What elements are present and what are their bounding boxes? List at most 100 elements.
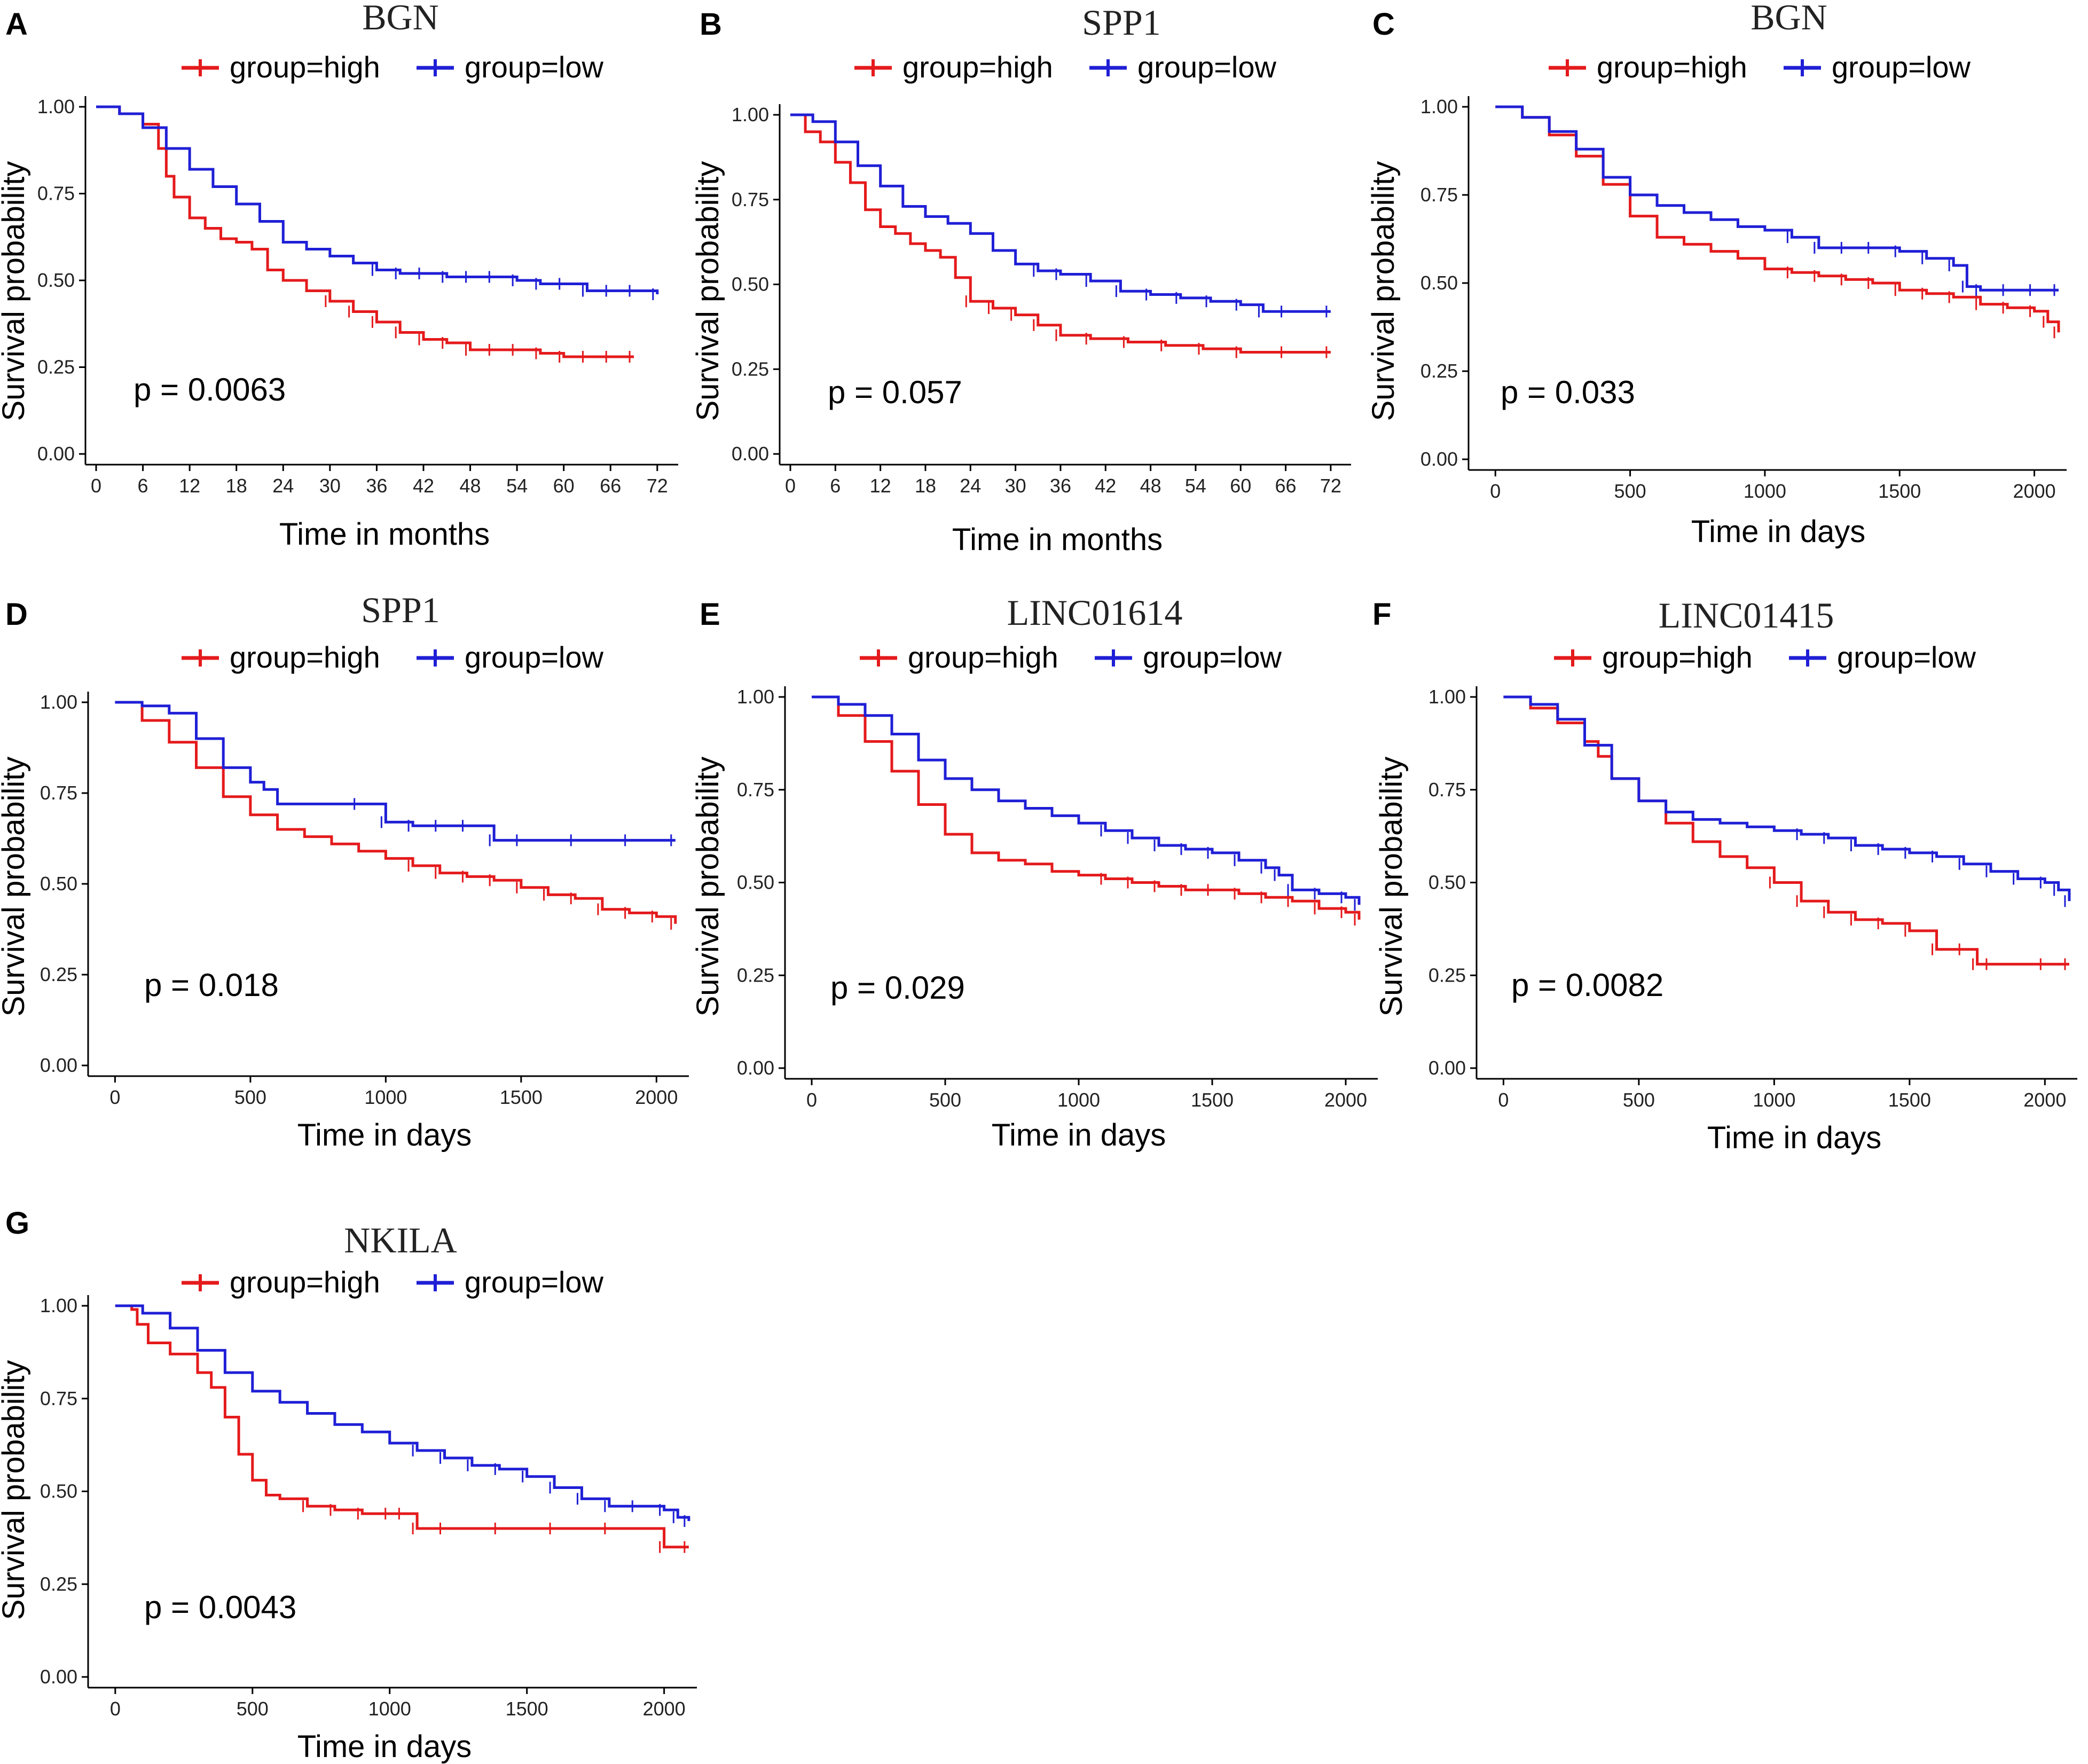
x-axis-title: Time in days xyxy=(1707,1120,1882,1155)
legend-label-low: group=low xyxy=(1137,50,1277,84)
y-tick-label: 0.75 xyxy=(1428,779,1466,801)
chart-title: LINC01614 xyxy=(1007,592,1183,633)
x-axis-title: Time in days xyxy=(992,1118,1166,1153)
x-tick-label: 12 xyxy=(870,475,891,497)
x-tick-label: 6 xyxy=(138,475,148,497)
y-tick-label: 1.00 xyxy=(1428,686,1466,708)
panel-letter: D xyxy=(5,597,28,632)
x-axis-title: Time in days xyxy=(1691,514,1866,549)
y-axis-title: Survival probability xyxy=(690,161,725,421)
p-value: p = 0.0063 xyxy=(134,372,286,407)
x-tick-label: 18 xyxy=(915,475,936,497)
series-line-high xyxy=(96,105,634,358)
x-tick-label: 30 xyxy=(319,475,341,497)
x-tick-label: 42 xyxy=(413,475,434,497)
x-tick-label: 60 xyxy=(1230,475,1251,497)
x-tick-label: 500 xyxy=(237,1698,269,1720)
x-tick-label: 0 xyxy=(785,475,796,497)
x-tick-label: 72 xyxy=(647,475,668,497)
y-tick-label: 0.50 xyxy=(1420,272,1458,294)
x-tick-label: 24 xyxy=(960,475,981,497)
x-tick-label: 12 xyxy=(179,475,200,497)
p-value: p = 0.029 xyxy=(830,970,965,1006)
series-line-high xyxy=(115,1304,689,1549)
x-axis-title: Time in days xyxy=(297,1118,472,1153)
y-tick-label: 0.00 xyxy=(737,1057,774,1079)
x-tick-label: 66 xyxy=(600,475,621,497)
legend-label-low: group=low xyxy=(1143,640,1282,674)
y-tick-label: 0.50 xyxy=(40,873,77,895)
legend-label-low: group=low xyxy=(465,1265,604,1299)
x-tick-label: 48 xyxy=(460,475,481,497)
x-tick-label: 18 xyxy=(226,475,247,497)
y-tick-label: 0.75 xyxy=(37,183,75,205)
y-tick-label: 0.00 xyxy=(732,443,769,465)
p-value: p = 0.0082 xyxy=(1511,967,1663,1003)
x-tick-label: 1000 xyxy=(1744,480,1786,502)
y-axis-title: Survival probability xyxy=(0,1360,31,1620)
panel-letter: G xyxy=(5,1206,29,1241)
y-tick-label: 0.50 xyxy=(37,269,75,291)
x-tick-label: 48 xyxy=(1140,475,1161,497)
chart-title: SPP1 xyxy=(1082,2,1160,43)
series-line-high xyxy=(812,695,1361,920)
legend: group=high group=low xyxy=(1549,50,1971,84)
legend: group=high group=low xyxy=(860,640,1282,674)
legend: group=high group=low xyxy=(854,50,1277,84)
y-tick-label: 0.50 xyxy=(40,1480,77,1502)
x-tick-label: 1500 xyxy=(506,1698,548,1720)
x-tick-label: 30 xyxy=(1005,475,1026,497)
y-tick-label: 0.25 xyxy=(737,964,774,986)
legend-label-high: group=high xyxy=(230,50,380,84)
legend-label-high: group=high xyxy=(230,640,380,674)
x-tick-label: 0 xyxy=(1498,1089,1509,1111)
y-tick-label: 0.25 xyxy=(37,356,75,378)
y-tick-label: 0.50 xyxy=(737,872,774,893)
panel-b: B SPP1 group=high group=low 0.00 0.25 0.50 0.75… xyxy=(690,2,1351,557)
legend: group=high group=low xyxy=(182,50,604,84)
legend-label-low: group=low xyxy=(1837,640,1976,674)
x-tick-label: 60 xyxy=(553,475,575,497)
x-tick-label: 1500 xyxy=(1191,1089,1234,1111)
y-axis-title: Survival probability xyxy=(0,161,31,421)
y-tick-label: 0.75 xyxy=(40,1387,77,1409)
series-line-low xyxy=(1503,695,2071,901)
panel-a: A BGN group=high group=low 0.00 0.25 0.50 0.75 1… xyxy=(0,0,678,552)
chart-title: LINC01415 xyxy=(1659,595,1834,636)
x-tick-label: 72 xyxy=(1320,475,1341,497)
x-tick-label: 0 xyxy=(91,475,101,497)
y-tick-label: 0.25 xyxy=(40,963,77,985)
legend-label-high: group=high xyxy=(1602,640,1753,674)
y-tick-label: 1.00 xyxy=(1420,96,1458,117)
y-tick-label: 0.25 xyxy=(1428,964,1466,986)
x-tick-label: 24 xyxy=(272,475,294,497)
x-tick-label: 0 xyxy=(1490,480,1501,502)
panel-letter: F xyxy=(1372,597,1391,632)
series-line-high xyxy=(790,113,1331,354)
x-tick-label: 54 xyxy=(1185,475,1206,497)
y-tick-label: 0.25 xyxy=(1420,360,1458,382)
legend: group=high group=low xyxy=(182,1265,604,1299)
x-tick-label: 54 xyxy=(506,475,528,497)
chart-title: BGN xyxy=(1751,0,1827,37)
x-tick-label: 2000 xyxy=(1324,1089,1367,1111)
legend-label-low: group=low xyxy=(465,50,604,84)
chart-title: BGN xyxy=(362,0,439,37)
x-tick-label: 500 xyxy=(234,1086,266,1108)
y-tick-label: 0.75 xyxy=(737,779,774,801)
y-tick-label: 0.25 xyxy=(732,358,769,380)
y-tick-label: 0.25 xyxy=(40,1573,77,1595)
legend: group=high group=low xyxy=(182,640,604,674)
x-tick-label: 1000 xyxy=(1057,1089,1100,1111)
x-tick-label: 500 xyxy=(1623,1089,1655,1111)
legend-label-high: group=high xyxy=(230,1265,380,1299)
x-tick-label: 66 xyxy=(1275,475,1297,497)
panel-letter: C xyxy=(1372,7,1395,42)
x-tick-label: 0 xyxy=(109,1086,120,1108)
x-tick-label: 2000 xyxy=(643,1698,686,1720)
y-tick-label: 0.50 xyxy=(1428,872,1466,893)
legend-label-low: group=low xyxy=(465,640,604,674)
x-tick-label: 1000 xyxy=(1753,1089,1795,1111)
